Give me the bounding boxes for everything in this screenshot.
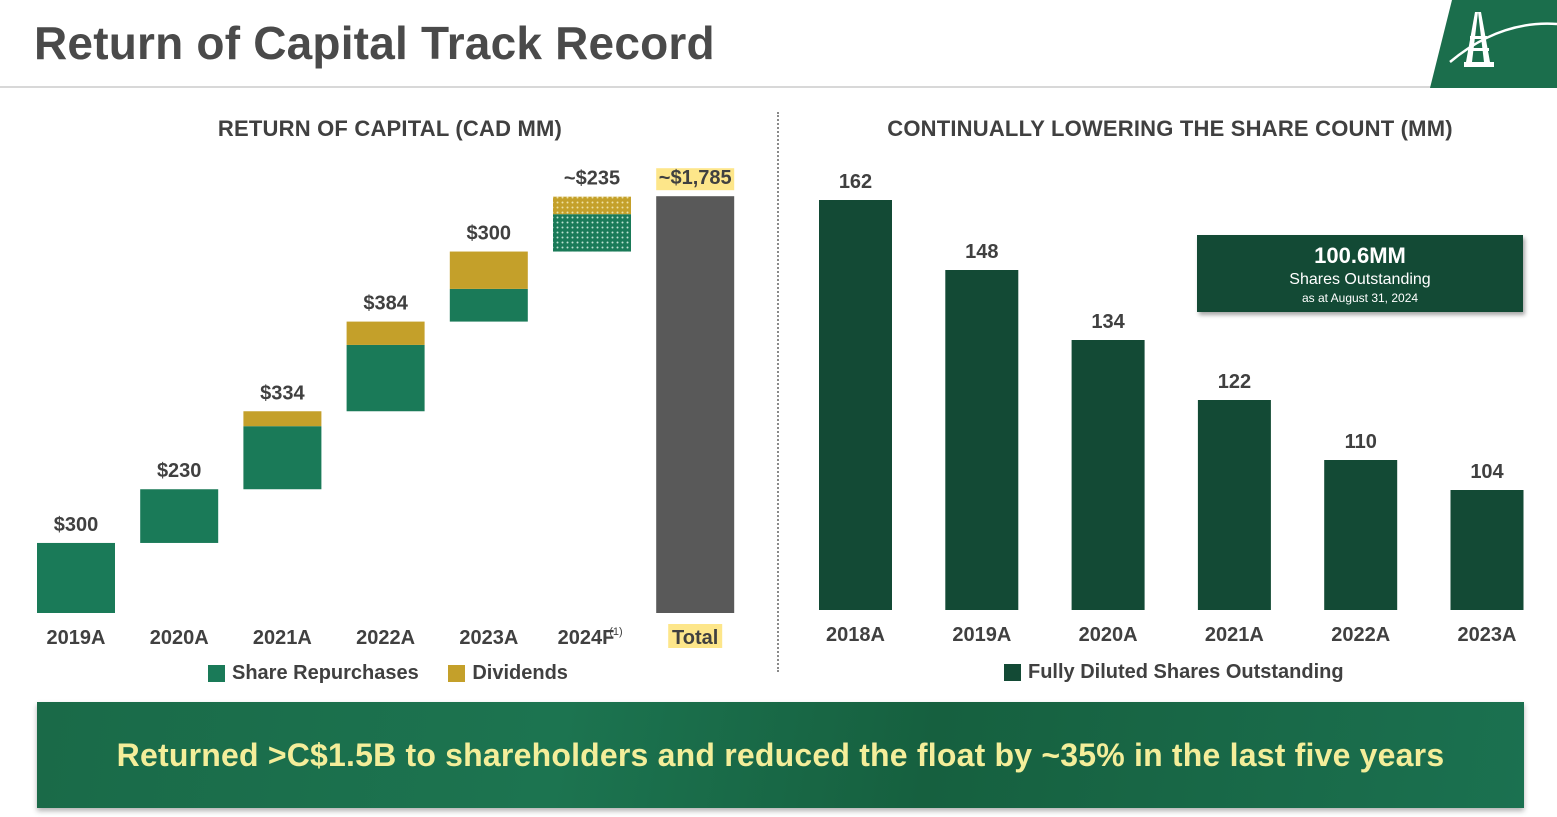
legend-fully-diluted: Fully Diluted Shares Outstanding	[1004, 661, 1344, 684]
bar-shares-2023a	[1450, 490, 1524, 610]
data-label-shares-2020a: 134	[1091, 311, 1125, 333]
x-tick-total: Total	[672, 627, 718, 649]
x-tick-2022a: 2022A	[356, 627, 415, 649]
bar-dividends-2024f	[553, 196, 631, 215]
data-label-shares-2022a: 110	[1345, 431, 1377, 453]
data-label-2024f: ~$235	[564, 168, 620, 190]
bar-shares-2022a	[1324, 460, 1398, 610]
data-label-shares-2019a: 148	[965, 241, 998, 263]
x-tick-2024f: 2024F	[558, 627, 615, 649]
bar-dividends-2021a	[243, 411, 322, 427]
summary-banner-text: Returned >C$1.5B to shareholders and red…	[116, 736, 1445, 773]
share-count-chart: 162 2018A 148 2019A 134 2020A 122 2021A 110 2022A…	[819, 171, 1524, 646]
derrick-icon	[1464, 12, 1494, 67]
bar-repurchases-2022a	[346, 344, 425, 412]
bar-repurchases-2024f	[553, 214, 631, 252]
bar-repurchases-2019a	[37, 542, 115, 613]
left-chart-title: RETURN OF CAPITAL (CAD MM)	[217, 116, 563, 141]
callout-date: as at August 31, 2024	[1301, 291, 1419, 305]
x-tick-shares-2022a: 2022A	[1331, 624, 1390, 646]
panel-divider	[777, 112, 779, 672]
bar-shares-2021a	[1197, 400, 1271, 610]
data-label-shares-2018a: 162	[839, 171, 872, 193]
x-tick-shares-2019a: 2019A	[952, 624, 1011, 646]
legend-share-repurchases: Share Repurchases	[208, 662, 419, 685]
legend-swatch-dividends	[448, 665, 466, 682]
data-label-2020a: $230	[157, 460, 202, 482]
data-label-highlight-total	[656, 168, 735, 191]
x-tick-footnote-2024f: (1)	[609, 626, 622, 638]
logo	[1430, 0, 1557, 88]
legend-label-fully-diluted: Fully Diluted Shares Outstanding	[1028, 661, 1344, 683]
bar-repurchases-2023a	[449, 288, 528, 322]
x-tick-2019a: 2019A	[47, 627, 106, 649]
x-tick-shares-2021a: 2021A	[1205, 624, 1264, 646]
bar-shares-2019a	[945, 270, 1019, 610]
legend-swatch-fully-diluted	[1004, 664, 1021, 681]
summary-banner: Returned >C$1.5B to shareholders and red…	[37, 702, 1524, 808]
legend-dividends: Dividends	[448, 662, 568, 685]
data-label-2023a: $300	[467, 223, 512, 245]
bar-repurchases-2021a	[243, 426, 322, 490]
legend-swatch-repurchases	[208, 665, 225, 682]
data-label-shares-2023a: 104	[1470, 461, 1504, 483]
bar-dividends-2023a	[449, 251, 528, 289]
x-tick-2021a: 2021A	[253, 627, 312, 649]
right-chart-title: CONTINUALLY LOWERING THE SHARE COUNT (MM…	[887, 116, 1453, 141]
legend-label-repurchases: Share Repurchases	[232, 662, 419, 684]
title-divider	[0, 86, 1557, 88]
bar-dividends-2022a	[346, 321, 425, 345]
page-title: Return of Capital Track Record	[34, 17, 715, 69]
return-of-capital-chart: $300 2019A $230 2020A $334 2021A $384 2022A $300…	[37, 167, 735, 649]
shares-outstanding-callout: 100.6MM Shares Outstanding as at August …	[1197, 235, 1523, 312]
x-tick-shares-2020a: 2020A	[1079, 624, 1138, 646]
bar-shares-2020a	[1071, 340, 1145, 610]
x-tick-2020a: 2020A	[150, 627, 209, 649]
tick-highlight-total	[668, 624, 723, 648]
bar-repurchases-2020a	[140, 489, 219, 543]
data-label-shares-2021a: 122	[1218, 371, 1251, 393]
data-label-2022a: $384	[363, 293, 408, 315]
callout-value: 100.6MM	[1314, 243, 1406, 268]
data-label-2021a: $334	[260, 382, 305, 404]
x-tick-shares-2018a: 2018A	[826, 624, 885, 646]
bar-shares-2018a	[819, 200, 892, 610]
logo-graphic	[1430, 0, 1557, 88]
data-label-2019a: $300	[54, 514, 99, 536]
x-tick-shares-2023a: 2023A	[1458, 624, 1517, 646]
left-chart-legend: Share Repurchases Dividends	[208, 662, 592, 688]
callout-label: Shares Outstanding	[1289, 271, 1431, 288]
x-tick-2023a: 2023A	[459, 627, 518, 649]
right-chart-legend: Fully Diluted Shares Outstanding	[1004, 661, 1368, 687]
bar-total	[656, 196, 735, 613]
legend-label-dividends: Dividends	[472, 662, 568, 684]
data-label-total: ~$1,785	[659, 167, 732, 189]
